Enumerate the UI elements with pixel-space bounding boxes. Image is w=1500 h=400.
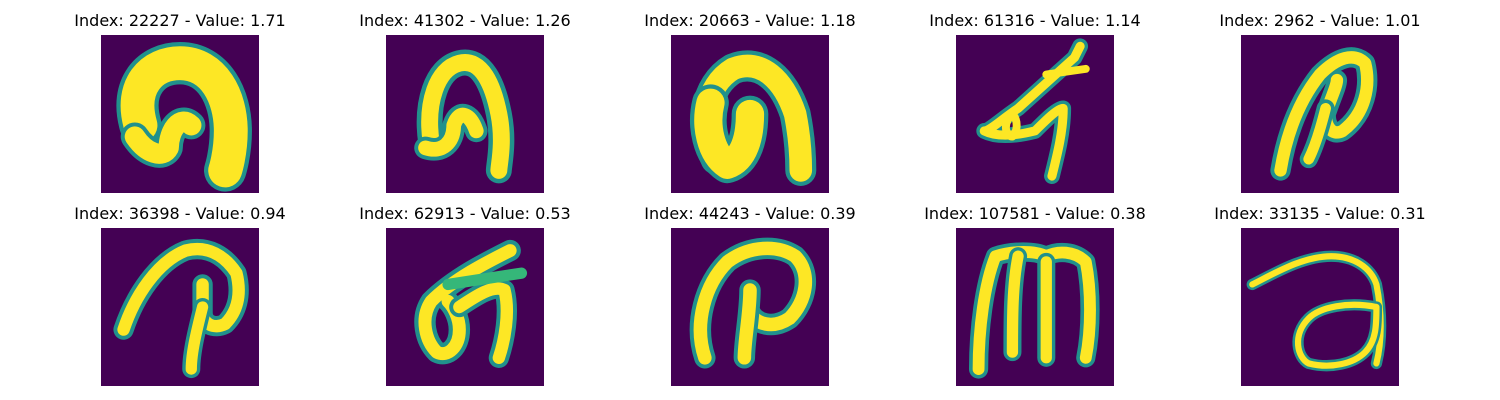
panel-2: Index: 41302 - Value: 1.26 (345, 11, 585, 193)
panel-title: Index: 44243 - Value: 0.39 (644, 204, 856, 223)
panel-title: Index: 36398 - Value: 0.94 (74, 204, 286, 223)
digit-image (386, 228, 544, 386)
panel-title: Index: 33135 - Value: 0.31 (1214, 204, 1426, 223)
digit-image (956, 228, 1114, 386)
digit-image (101, 228, 259, 386)
panel-9: Index: 107581 - Value: 0.38 (915, 204, 1155, 386)
panel-1: Index: 22227 - Value: 1.71 (60, 11, 300, 193)
digit-image (956, 35, 1114, 193)
panel-3: Index: 20663 - Value: 1.18 (630, 11, 870, 193)
panel-title: Index: 62913 - Value: 0.53 (359, 204, 571, 223)
panel-5: Index: 2962 - Value: 1.01 (1200, 11, 1440, 193)
panel-title: Index: 107581 - Value: 0.38 (924, 204, 1146, 223)
panel-title: Index: 2962 - Value: 1.01 (1219, 11, 1421, 30)
digit-image (386, 35, 544, 193)
panel-title: Index: 22227 - Value: 1.71 (74, 11, 286, 30)
panel-4: Index: 61316 - Value: 1.14 (915, 11, 1155, 193)
panel-title: Index: 20663 - Value: 1.18 (644, 11, 856, 30)
digit-image (1241, 35, 1399, 193)
panel-6: Index: 36398 - Value: 0.94 (60, 204, 300, 386)
digit-image (101, 35, 259, 193)
digit-image (671, 228, 829, 386)
digit-image (671, 35, 829, 193)
panel-10: Index: 33135 - Value: 0.31 (1200, 204, 1440, 386)
panel-8: Index: 44243 - Value: 0.39 (630, 204, 870, 386)
panel-7: Index: 62913 - Value: 0.53 (345, 204, 585, 386)
panel-title: Index: 41302 - Value: 1.26 (359, 11, 571, 30)
digit-image (1241, 228, 1399, 386)
panel-title: Index: 61316 - Value: 1.14 (929, 11, 1141, 30)
